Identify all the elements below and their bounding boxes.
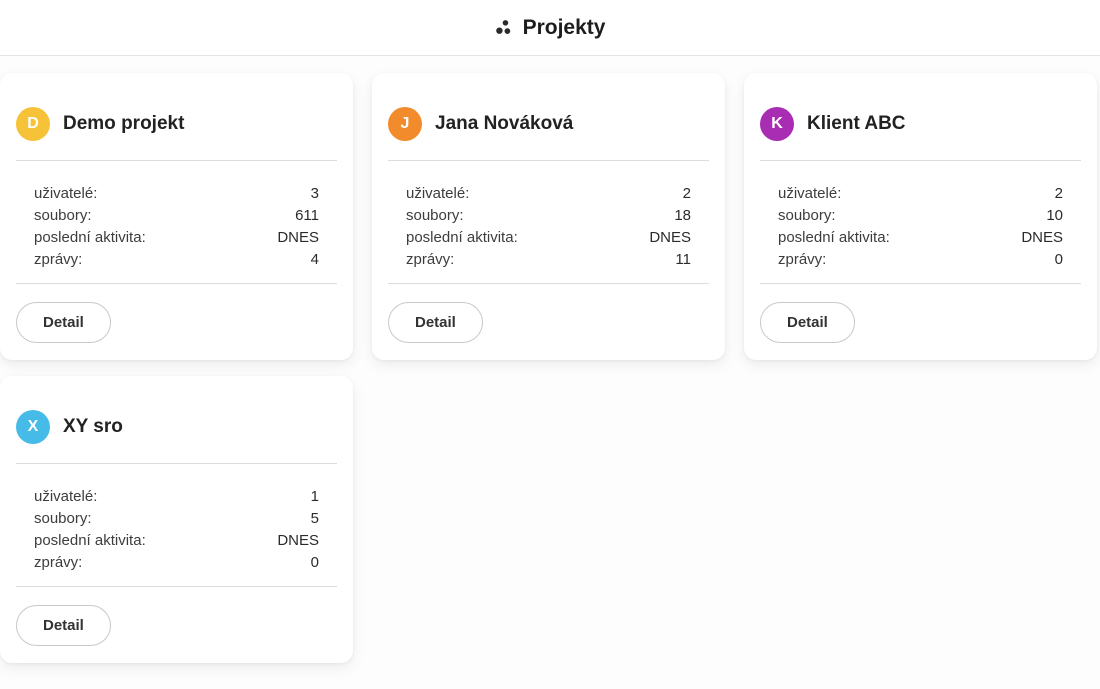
divider (760, 160, 1081, 161)
stat-value: 0 (310, 554, 319, 571)
stat-row: poslední aktivita: DNES (778, 227, 1063, 249)
stat-value: 4 (310, 251, 319, 268)
stat-label: zprávy: (34, 554, 83, 571)
project-avatar-initial: D (27, 115, 39, 132)
project-card-demo-projekt: D Demo projekt uživatelé: 3 soubory: 611… (0, 73, 353, 360)
stat-row: zprávy: 4 (34, 249, 319, 271)
stat-value: 0 (1054, 251, 1063, 268)
detail-button[interactable]: Detail (16, 302, 111, 343)
stat-row: poslední aktivita: DNES (34, 227, 319, 249)
stat-value: 11 (675, 251, 691, 268)
project-card-xy-sro: X XY sro uživatelé: 1 soubory: 5 posledn… (0, 376, 353, 663)
project-stats: uživatelé: 1 soubory: 5 poslední aktivit… (16, 486, 337, 574)
divider (388, 283, 709, 284)
stat-label: zprávy: (406, 251, 455, 268)
stat-row: poslední aktivita: DNES (406, 227, 691, 249)
project-name: Demo projekt (63, 113, 185, 134)
card-actions: Detail (760, 302, 1081, 343)
stat-label: zprávy: (34, 251, 83, 268)
stat-label: soubory: (406, 207, 464, 224)
divider (760, 283, 1081, 284)
project-card-header: J Jana Nováková (388, 73, 709, 141)
project-avatar-initial: J (400, 115, 410, 132)
stat-row: uživatelé: 2 (778, 183, 1063, 205)
project-name: XY sro (63, 416, 123, 437)
card-actions: Detail (16, 302, 337, 343)
stat-value: 3 (310, 185, 319, 202)
stat-label: poslední aktivita: (406, 229, 518, 246)
stat-row: zprávy: 0 (778, 249, 1063, 271)
divider (16, 283, 337, 284)
project-stats: uživatelé: 2 soubory: 18 poslední aktivi… (388, 183, 709, 271)
stat-label: uživatelé: (778, 185, 842, 202)
page-title: Projekty (522, 15, 606, 39)
project-name: Klient ABC (807, 113, 906, 134)
project-card-header: K Klient ABC (760, 73, 1081, 141)
projects-grid: D Demo projekt uživatelé: 3 soubory: 611… (0, 56, 1100, 663)
project-avatar-initial: K (771, 115, 783, 132)
stat-label: soubory: (778, 207, 836, 224)
stat-label: zprávy: (778, 251, 827, 268)
stat-label: uživatelé: (34, 185, 98, 202)
stat-value: DNES (277, 229, 319, 246)
page-header: Projekty (0, 0, 1100, 56)
project-avatar: J (388, 107, 422, 141)
divider (16, 586, 337, 587)
stat-value: DNES (649, 229, 691, 246)
stat-row: soubory: 10 (778, 205, 1063, 227)
stat-row: zprávy: 11 (406, 249, 691, 271)
dots-cluster-icon (495, 19, 514, 36)
project-avatar: K (760, 107, 794, 141)
divider (16, 463, 337, 464)
card-actions: Detail (16, 605, 337, 646)
stat-row: soubory: 18 (406, 205, 691, 227)
stat-label: poslední aktivita: (34, 532, 146, 549)
detail-button[interactable]: Detail (388, 302, 483, 343)
stat-row: uživatelé: 3 (34, 183, 319, 205)
stat-row: uživatelé: 1 (34, 486, 319, 508)
card-actions: Detail (388, 302, 709, 343)
stat-value: 1 (310, 488, 319, 505)
detail-button[interactable]: Detail (760, 302, 855, 343)
stat-label: uživatelé: (406, 185, 470, 202)
stat-value: 2 (1054, 185, 1063, 202)
stat-value: 18 (674, 207, 691, 224)
stat-label: soubory: (34, 510, 92, 527)
stat-value: 10 (1046, 207, 1063, 224)
project-name: Jana Nováková (435, 113, 574, 134)
divider (16, 160, 337, 161)
project-card-jana-novakova: J Jana Nováková uživatelé: 2 soubory: 18… (372, 73, 725, 360)
stat-value: 611 (295, 207, 319, 224)
project-card-klient-abc: K Klient ABC uživatelé: 2 soubory: 10 po… (744, 73, 1097, 360)
stat-value: DNES (1021, 229, 1063, 246)
stat-row: poslední aktivita: DNES (34, 530, 319, 552)
stat-label: soubory: (34, 207, 92, 224)
stat-row: soubory: 5 (34, 508, 319, 530)
stat-value: 2 (682, 185, 691, 202)
stat-row: uživatelé: 2 (406, 183, 691, 205)
project-stats: uživatelé: 2 soubory: 10 poslední aktivi… (760, 183, 1081, 271)
stat-value: 5 (310, 510, 319, 527)
stat-label: poslední aktivita: (34, 229, 146, 246)
project-card-header: D Demo projekt (16, 73, 337, 141)
divider (388, 160, 709, 161)
project-stats: uživatelé: 3 soubory: 611 poslední aktiv… (16, 183, 337, 271)
stat-label: poslední aktivita: (778, 229, 890, 246)
project-avatar: D (16, 107, 50, 141)
detail-button[interactable]: Detail (16, 605, 111, 646)
project-card-header: X XY sro (16, 376, 337, 444)
stat-label: uživatelé: (34, 488, 98, 505)
project-avatar-initial: X (27, 418, 39, 435)
stat-row: zprávy: 0 (34, 552, 319, 574)
project-avatar: X (16, 410, 50, 444)
stat-value: DNES (277, 532, 319, 549)
stat-row: soubory: 611 (34, 205, 319, 227)
